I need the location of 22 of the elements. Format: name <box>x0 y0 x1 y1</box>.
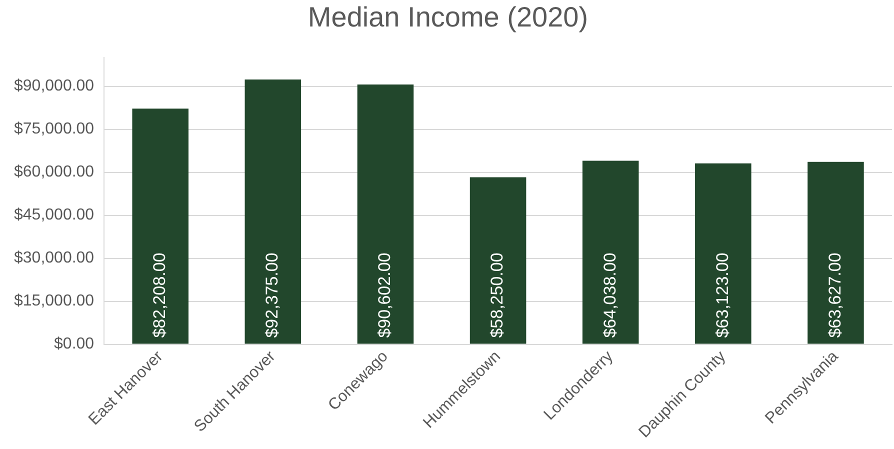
data-label: $58,250.00 <box>488 252 507 338</box>
data-label: $92,375.00 <box>262 252 282 338</box>
chart-title: Median Income (2020) <box>308 2 588 33</box>
data-label: $90,602.00 <box>375 252 394 338</box>
bar <box>470 177 526 344</box>
y-tick-label: $90,000.00 <box>14 78 94 95</box>
y-tick-label: $15,000.00 <box>14 292 94 310</box>
bar <box>357 84 414 344</box>
y-tick-label: $30,000.00 <box>14 250 94 267</box>
bar <box>695 163 752 344</box>
data-label: $82,208.00 <box>150 252 170 338</box>
bar <box>132 108 188 344</box>
y-tick-label: $45,000.00 <box>14 206 94 224</box>
data-label: $63,627.00 <box>825 252 844 338</box>
y-tick-label: $60,000.00 <box>14 164 94 181</box>
bar <box>808 162 864 344</box>
y-tick-label: $0.00 <box>54 336 94 353</box>
bar <box>582 160 639 344</box>
y-tick-label: $75,000.00 <box>14 120 94 138</box>
bar <box>244 79 302 344</box>
data-label: $63,123.00 <box>712 252 732 338</box>
data-label: $64,038.00 <box>600 252 620 338</box>
